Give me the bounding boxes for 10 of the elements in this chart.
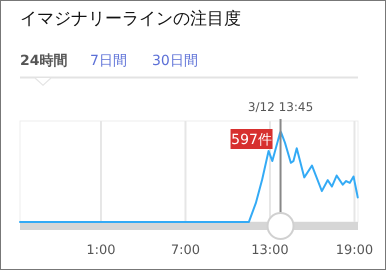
x-tick-label: 13:00 — [251, 243, 289, 258]
annotation: 597件 — [231, 132, 272, 148]
text: 30日間 — [152, 53, 198, 69]
text: 24時間 — [20, 53, 68, 69]
x-tick-label: 7:00 — [170, 243, 200, 258]
text: 7日間 — [90, 53, 127, 69]
x-tick-label: 19:00 — [336, 243, 374, 258]
chart-title: イマジナリーラインの注目度 — [20, 9, 241, 29]
ref-line-label: 3/12 13:45 — [248, 100, 314, 114]
x-tick-label: 1:00 — [86, 243, 116, 258]
